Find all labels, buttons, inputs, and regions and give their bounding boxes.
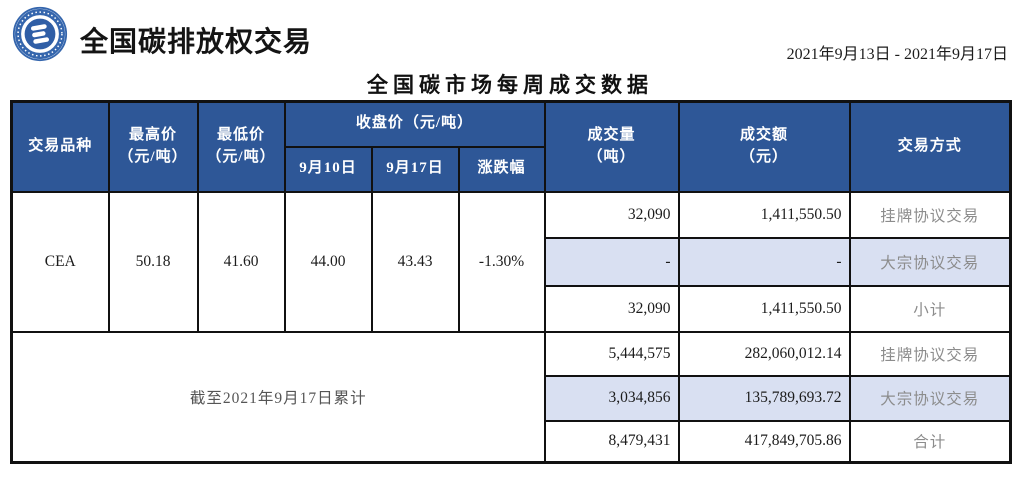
week-change-cell: -1.30% bbox=[457, 190, 546, 333]
col-header-close-price-group: 收盘价（元/吨） bbox=[283, 100, 546, 148]
cumulative-total-method-cell: 合计 bbox=[848, 419, 1012, 464]
week-subtotal-turnover-cell: 1,411,550.50 bbox=[677, 284, 851, 333]
week-high-cell: 50.18 bbox=[107, 190, 199, 333]
week-block-turnover-cell: - bbox=[677, 236, 851, 287]
col-header-turnover: 成交额 （元） bbox=[677, 100, 851, 193]
cumulative-total-turnover-cell: 417,849,705.86 bbox=[677, 419, 851, 464]
week-low-cell: 41.60 bbox=[196, 190, 286, 333]
page-title: 全国碳市场每周成交数据 bbox=[367, 73, 653, 97]
table-row: 8,479,431 417,849,705.86 合计 bbox=[12, 419, 1012, 464]
cumulative-listed-volume-cell: 5,444,575 bbox=[543, 330, 680, 377]
week-close-sep17-cell: 43.43 bbox=[370, 190, 460, 333]
col-header-close-sep10: 9月10日 bbox=[283, 145, 373, 193]
col-header-product: 交易品种 bbox=[10, 100, 110, 193]
cumulative-listed-method-cell: 挂牌协议交易 bbox=[848, 330, 1012, 377]
col-header-trade-method: 交易方式 bbox=[848, 100, 1012, 193]
col-header-low-price: 最低价 （元/吨） bbox=[196, 100, 286, 193]
week-block-method-cell: 大宗协议交易 bbox=[848, 236, 1012, 287]
cumulative-listed-turnover-cell: 282,060,012.14 bbox=[677, 330, 851, 377]
cumulative-block-turnover-cell: 135,789,693.72 bbox=[677, 374, 851, 422]
col-header-close-sep17: 9月17日 bbox=[370, 145, 460, 193]
week-listed-method-cell: 挂牌协议交易 bbox=[848, 190, 1012, 239]
week-listed-turnover-cell: 1,411,550.50 bbox=[677, 190, 851, 239]
table-row: 32,090 1,411,550.50 小计 bbox=[12, 284, 1012, 333]
exchange-logo-icon bbox=[12, 6, 68, 62]
week-close-sep10-cell: 44.00 bbox=[283, 190, 373, 333]
cumulative-block-method-cell: 大宗协议交易 bbox=[848, 374, 1012, 422]
exchange-logo bbox=[12, 6, 68, 62]
week-listed-volume-cell: 32,090 bbox=[543, 190, 680, 239]
table-row: - - 大宗协议交易 bbox=[12, 236, 1012, 287]
col-header-volume: 成交量 （吨） bbox=[543, 100, 680, 193]
table-row: 3,034,856 135,789,693.72 大宗协议交易 bbox=[12, 374, 1012, 422]
report-date-range: 2021年9月13日 - 2021年9月17日 bbox=[786, 46, 1008, 63]
week-block-volume-cell: - bbox=[543, 236, 680, 287]
cumulative-block-volume-cell: 3,034,856 bbox=[543, 374, 680, 422]
week-subtotal-volume-cell: 32,090 bbox=[543, 284, 680, 333]
week-subtotal-method-cell: 小计 bbox=[848, 284, 1012, 333]
exchange-name: 全国碳排放权交易 bbox=[80, 27, 313, 58]
table-row: 截至2021年9月17日累计 5,444,575 282,060,012.14 … bbox=[10, 330, 1012, 464]
table-row: CEA 50.18 41.60 44.00 43.43 -1.30% 32,09… bbox=[10, 190, 1012, 333]
cumulative-total-volume-cell: 8,479,431 bbox=[543, 419, 680, 464]
col-header-change-pct: 涨跌幅 bbox=[457, 145, 546, 193]
weekly-trading-table: 交易品种 最高价 （元/吨） 最低价 （元/吨） 收盘价（元/吨） 成交量 （吨… bbox=[10, 100, 1013, 464]
col-header-high-price: 最高价 （元/吨） bbox=[107, 100, 199, 193]
week-product-cell: CEA bbox=[10, 190, 110, 333]
cumulative-label-cell: 截至2021年9月17日累计 bbox=[10, 330, 546, 464]
